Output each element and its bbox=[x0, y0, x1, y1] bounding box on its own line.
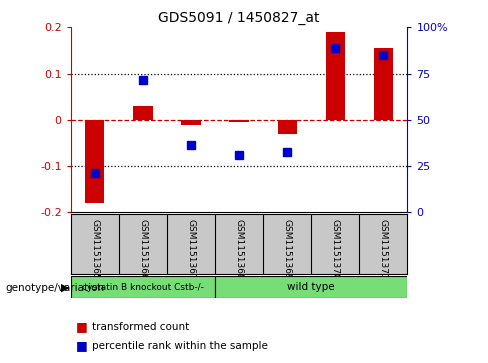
Text: GSM1151366: GSM1151366 bbox=[139, 219, 147, 280]
Text: GSM1151368: GSM1151368 bbox=[235, 219, 244, 280]
Text: GSM1151367: GSM1151367 bbox=[186, 219, 196, 280]
Title: GDS5091 / 1450827_at: GDS5091 / 1450827_at bbox=[159, 11, 320, 25]
Bar bbox=[325, 32, 345, 120]
Text: percentile rank within the sample: percentile rank within the sample bbox=[92, 340, 267, 351]
Text: ▶: ▶ bbox=[61, 283, 69, 293]
Bar bbox=[229, 120, 249, 122]
Bar bbox=[182, 120, 201, 125]
Text: cystatin B knockout Cstb-/-: cystatin B knockout Cstb-/- bbox=[82, 283, 204, 291]
Bar bbox=[215, 276, 407, 298]
Text: ■: ■ bbox=[76, 339, 87, 352]
Bar bbox=[374, 48, 393, 120]
Text: GSM1151371: GSM1151371 bbox=[379, 219, 388, 280]
Text: GSM1151370: GSM1151370 bbox=[331, 219, 340, 280]
Text: ■: ■ bbox=[76, 320, 87, 333]
Bar bbox=[71, 276, 215, 298]
Text: GSM1151369: GSM1151369 bbox=[283, 219, 292, 280]
Text: wild type: wild type bbox=[287, 282, 335, 292]
Bar bbox=[85, 120, 104, 203]
Bar bbox=[278, 120, 297, 134]
Bar bbox=[133, 106, 153, 120]
Text: GSM1151365: GSM1151365 bbox=[90, 219, 100, 280]
Text: genotype/variation: genotype/variation bbox=[5, 283, 104, 293]
Text: transformed count: transformed count bbox=[92, 322, 189, 332]
